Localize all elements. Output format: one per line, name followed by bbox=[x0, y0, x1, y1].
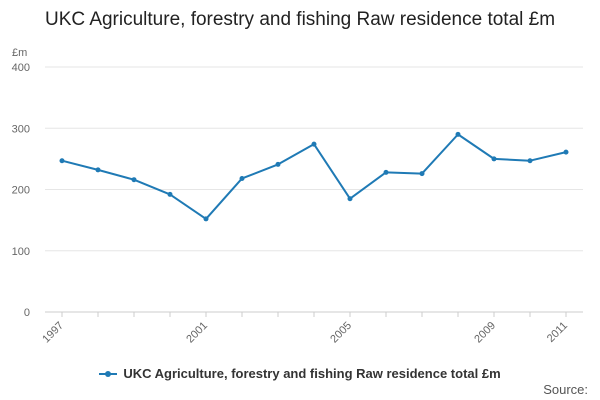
data-point bbox=[383, 169, 389, 175]
legend[interactable]: UKC Agriculture, forestry and fishing Ra… bbox=[0, 366, 600, 381]
data-point bbox=[239, 175, 245, 181]
y-axis-label: £m bbox=[12, 47, 27, 59]
x-tick-label: 2011 bbox=[545, 320, 570, 345]
x-tick-label: 2009 bbox=[472, 320, 498, 346]
x-tick-label: 1997 bbox=[40, 320, 66, 346]
data-point bbox=[59, 158, 65, 164]
data-point bbox=[167, 191, 173, 197]
source-label: Source: bbox=[543, 382, 588, 397]
legend-marker-icon bbox=[99, 368, 118, 380]
x-tick-label: 2005 bbox=[328, 320, 354, 346]
data-point bbox=[203, 216, 209, 222]
data-point bbox=[347, 196, 353, 202]
x-tick-label: 2001 bbox=[184, 320, 210, 346]
y-tick-label: 200 bbox=[12, 185, 30, 197]
y-tick-label: 300 bbox=[12, 123, 30, 135]
data-point bbox=[455, 131, 461, 137]
y-tick-label: 100 bbox=[12, 246, 30, 258]
data-point bbox=[311, 141, 317, 147]
data-point bbox=[131, 177, 137, 183]
data-point bbox=[419, 171, 425, 177]
y-tick-label: 0 bbox=[24, 307, 30, 319]
data-point bbox=[563, 149, 569, 155]
legend-label: UKC Agriculture, forestry and fishing Ra… bbox=[123, 366, 501, 381]
data-point bbox=[95, 167, 101, 173]
data-point bbox=[275, 161, 281, 167]
data-point bbox=[527, 158, 533, 164]
chart-title: UKC Agriculture, forestry and fishing Ra… bbox=[44, 9, 556, 30]
series-line bbox=[61, 133, 567, 220]
y-tick-label: 400 bbox=[12, 62, 30, 74]
data-point bbox=[491, 156, 497, 162]
